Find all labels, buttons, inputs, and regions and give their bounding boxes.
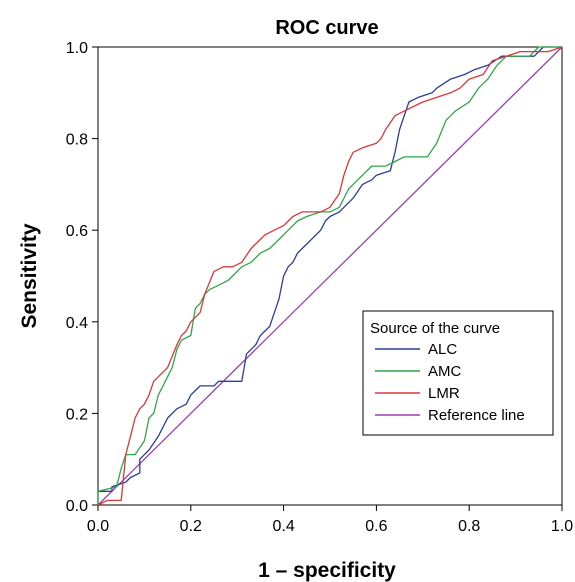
x-tick-label: 0.8 bbox=[458, 518, 480, 535]
series-line-alc bbox=[97, 46, 562, 505]
plot-frame bbox=[97, 46, 563, 506]
legend-items: ALC AMC LMR Reference line bbox=[375, 341, 525, 424]
x-tick-label: 0.0 bbox=[87, 518, 109, 535]
legend-label-alc: ALC bbox=[428, 341, 457, 358]
series-line-reference-line bbox=[97, 46, 563, 506]
y-tick-label: 0.2 bbox=[66, 406, 88, 423]
y-tick-label: 0.0 bbox=[66, 498, 88, 515]
x-axis-label: 1 – specificity bbox=[258, 559, 396, 582]
legend: Source of the curve ALC AMC LMR Reference l… bbox=[362, 310, 554, 436]
series-layer bbox=[97, 46, 563, 506]
series-line-lmr bbox=[97, 46, 563, 506]
series-line-amc bbox=[97, 46, 562, 505]
y-tick-label: 0.6 bbox=[66, 223, 88, 240]
legend-label-amc: AMC bbox=[428, 363, 462, 380]
x-tick-label: 0.4 bbox=[272, 518, 294, 535]
x-tick-label: 0.6 bbox=[365, 518, 387, 535]
legend-label-lmr: LMR bbox=[428, 385, 460, 402]
y-tick-label: 1.0 bbox=[66, 40, 88, 57]
legend-title: Source of the curve bbox=[370, 320, 500, 337]
y-tick-label: 0.4 bbox=[66, 315, 88, 332]
chart-title: ROC curve bbox=[275, 17, 378, 39]
y-axis-label: Sensitivity bbox=[18, 223, 41, 328]
legend-label-reference-line: Reference line bbox=[428, 407, 525, 424]
plot-area: 0.0 0.2 0.4 0.6 0.8 1.0 0.0 0.2 0.4 0.6 0.8 1.0 bbox=[66, 40, 573, 535]
x-tick-label: 1.0 bbox=[551, 518, 573, 535]
y-tick-label: 0.8 bbox=[66, 132, 88, 149]
x-tick-label: 0.2 bbox=[180, 518, 202, 535]
